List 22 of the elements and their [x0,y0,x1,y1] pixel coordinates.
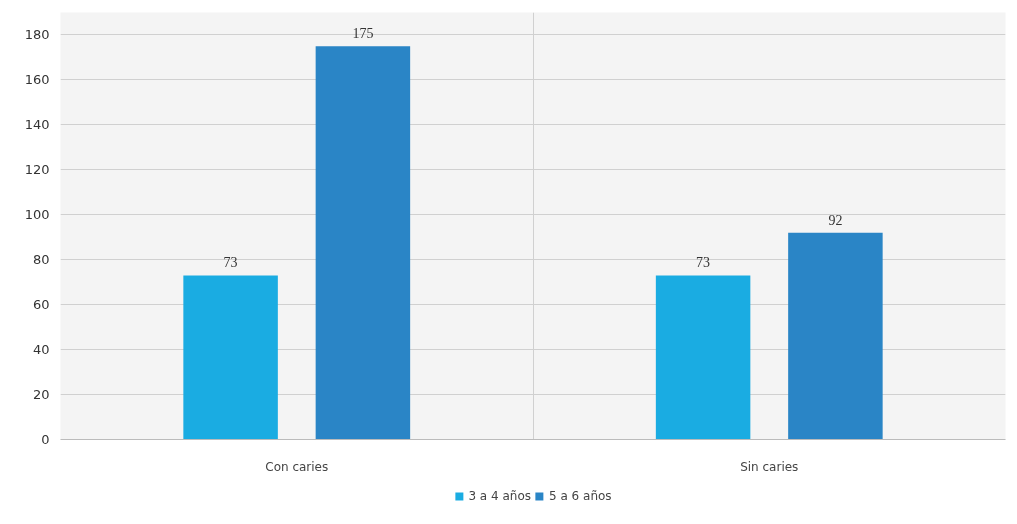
bar [315,46,411,440]
data-label: 73 [696,255,711,271]
x-tick-label: Con caries [265,459,329,474]
y-tick-label: 100 [24,207,50,223]
data-label: 175 [352,26,374,42]
bar [788,232,883,440]
data-label: 92 [828,212,843,228]
y-tick-label: 180 [24,27,50,43]
data-label: 73 [223,255,238,271]
y-tick-label: 0 [41,432,50,447]
y-tick-label: 80 [32,252,50,268]
legend-label: 5 a 6 años [549,489,612,503]
y-tick-label: 160 [24,72,50,88]
y-tick-label: 20 [32,387,50,403]
y-tick-label: 40 [32,342,50,358]
y-tick-label: 120 [24,162,50,178]
bar [655,275,751,440]
y-tick-label: 140 [24,117,50,133]
y-tick-label: 60 [32,297,50,313]
legend-label: 3 a 4 años [468,489,531,503]
bar [183,275,278,440]
x-tick-label: Sin caries [740,459,799,474]
